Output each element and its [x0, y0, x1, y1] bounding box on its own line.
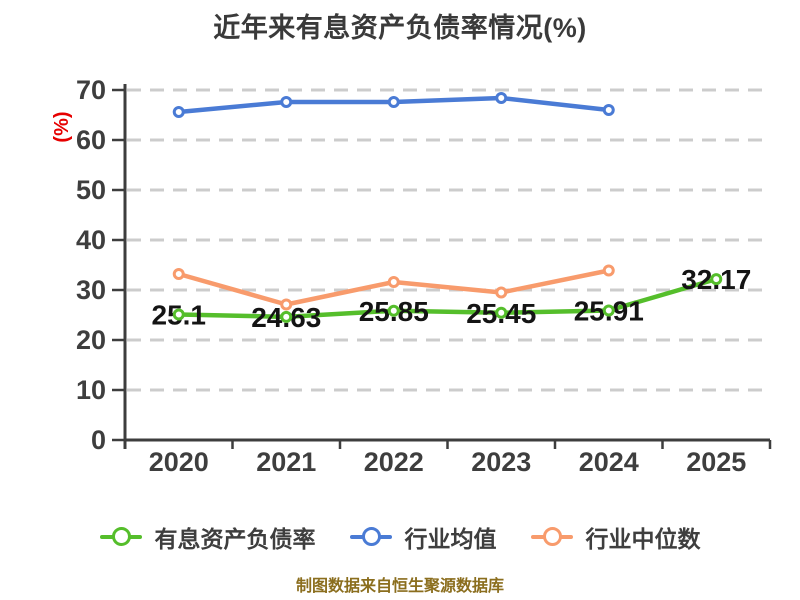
- data-point-marker-series-1: [172, 106, 185, 118]
- y-tick-label: 30: [76, 275, 106, 305]
- y-tick-label: 50: [76, 175, 106, 205]
- y-tick-label: 40: [76, 225, 106, 255]
- x-tick-label: 2025: [686, 447, 746, 477]
- data-point-marker-series-2: [172, 268, 185, 280]
- x-tick-label: 2021: [256, 447, 316, 477]
- line-circle-marker-icon: [99, 526, 142, 548]
- x-tick-label: 2022: [364, 447, 424, 477]
- legend-label: 行业中位数: [585, 526, 701, 552]
- chart-title: 近年来有息资产负债率情况(%): [213, 13, 587, 43]
- legend-label: 行业均值: [404, 526, 497, 552]
- series-line-0: [176, 276, 719, 320]
- data-point-marker-series-0: [387, 304, 400, 317]
- data-point-marker-series-0: [602, 304, 615, 317]
- legend-item-series-2: 行业中位数: [530, 520, 701, 554]
- data-point-marker-series-2: [602, 264, 615, 277]
- data-point-marker-series-0: [710, 273, 723, 286]
- chart-plot-area: 0 10 20 30 40 50 60 70 2020 2021 2022 2023 2024 2025 (…: [51, 75, 772, 477]
- legend-item-series-1: 行业均值: [349, 520, 497, 554]
- data-point-marker-series-0: [172, 308, 185, 321]
- y-tick-label: 70: [76, 75, 106, 105]
- x-tick-label: 2024: [579, 447, 639, 477]
- legend: 有息资产负债率 行业均值 行业中位数: [0, 522, 800, 552]
- legend-item-series-0: 有息资产负债率: [99, 520, 316, 554]
- data-point-marker-series-2: [280, 298, 293, 311]
- line-circle-marker-icon: [530, 526, 573, 548]
- y-tick-label: 10: [76, 375, 106, 405]
- data-point-marker-series-1: [495, 92, 508, 104]
- data-point-marker-series-1: [602, 104, 615, 116]
- data-point-marker-series-2: [495, 286, 508, 299]
- y-tick-label: 0: [91, 425, 106, 455]
- y-axis-unit-label: (%): [51, 111, 73, 142]
- y-tick-label: 60: [76, 125, 106, 155]
- legend-label: 有息资产负债率: [154, 526, 316, 552]
- data-point-marker-series-1: [387, 96, 400, 108]
- data-point-marker-series-0: [495, 306, 508, 319]
- y-tick-label: 20: [76, 325, 106, 355]
- x-tick-label: 2020: [149, 447, 209, 477]
- data-point-marker-series-2: [387, 276, 400, 288]
- data-point-marker-series-0: [280, 310, 293, 323]
- line-circle-marker-icon: [349, 526, 392, 548]
- data-source-note: 制图数据来自恒生聚源数据库: [295, 578, 504, 595]
- x-tick-label: 2023: [471, 447, 531, 477]
- data-point-marker-series-1: [280, 96, 293, 108]
